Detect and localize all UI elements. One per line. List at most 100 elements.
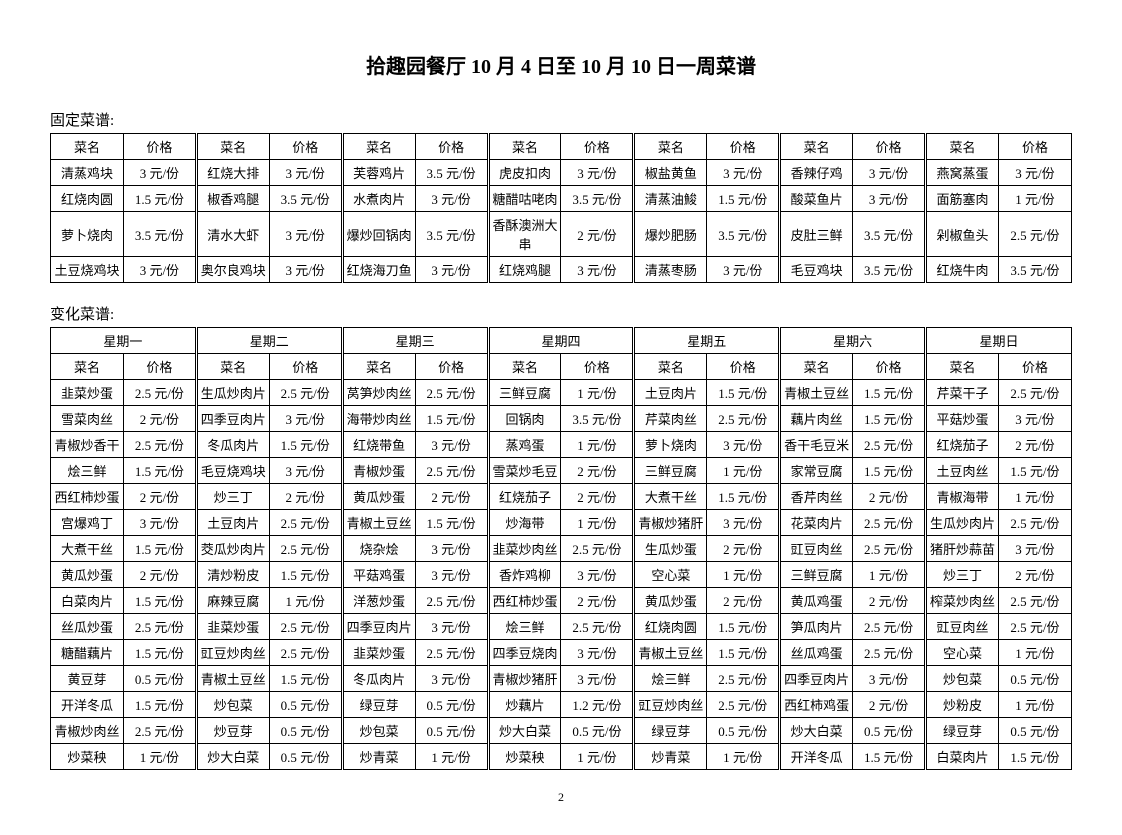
dish-price: 2.5 元/份 (269, 510, 342, 536)
col-header-name: 菜名 (488, 134, 561, 160)
table-row: 青椒炒香干2.5 元/份冬瓜肉片1.5 元/份红烧带鱼3 元/份蒸鸡蛋1 元/份… (51, 432, 1072, 458)
dish-price: 3 元/份 (707, 510, 780, 536)
dish-name: 西红柿炒蛋 (51, 484, 124, 510)
dish-price: 3.5 元/份 (853, 257, 926, 283)
table-row: 糖醋藕片1.5 元/份豇豆炒肉丝2.5 元/份韭菜炒蛋2.5 元/份四季豆烧肉3… (51, 640, 1072, 666)
dish-name: 香酥澳洲大串 (488, 212, 561, 257)
dish-name: 韭菜炒蛋 (51, 380, 124, 406)
col-header-price: 价格 (998, 354, 1071, 380)
dish-price: 3 元/份 (853, 160, 926, 186)
dish-price: 0.5 元/份 (853, 718, 926, 744)
dish-price: 1.5 元/份 (707, 186, 780, 212)
dish-price: 1.5 元/份 (123, 536, 196, 562)
dish-name: 三鲜豆腐 (634, 458, 707, 484)
col-header-name: 菜名 (342, 134, 415, 160)
dish-price: 1 元/份 (707, 744, 780, 770)
dish-price: 3 元/份 (561, 562, 634, 588)
dish-name: 藕片肉丝 (780, 406, 853, 432)
dish-name: 韭菜炒蛋 (196, 614, 269, 640)
dish-price: 0.5 元/份 (998, 718, 1071, 744)
dish-name: 回锅肉 (488, 406, 561, 432)
dish-name: 青椒土豆丝 (196, 666, 269, 692)
dish-price: 3 元/份 (123, 160, 196, 186)
dish-price: 2.5 元/份 (998, 588, 1071, 614)
dish-price: 2.5 元/份 (853, 510, 926, 536)
col-header-name: 菜名 (780, 354, 853, 380)
dish-price: 2.5 元/份 (707, 692, 780, 718)
table-row: 韭菜炒蛋2.5 元/份生瓜炒肉片2.5 元/份莴笋炒肉丝2.5 元/份三鲜豆腐1… (51, 380, 1072, 406)
dish-price: 1.5 元/份 (415, 406, 488, 432)
dish-price: 0.5 元/份 (269, 744, 342, 770)
dish-name: 爆炒回锅肉 (342, 212, 415, 257)
col-header-price: 价格 (415, 134, 488, 160)
dish-name: 黄瓜炒蛋 (51, 562, 124, 588)
dish-price: 2.5 元/份 (415, 588, 488, 614)
dish-name: 烩三鲜 (51, 458, 124, 484)
dish-name: 大煮干丝 (51, 536, 124, 562)
dish-price: 2 元/份 (998, 562, 1071, 588)
dish-name: 土豆肉片 (634, 380, 707, 406)
table-row: 烩三鲜1.5 元/份毛豆烧鸡块3 元/份青椒炒蛋2.5 元/份雪菜炒毛豆2 元/… (51, 458, 1072, 484)
dish-price: 3 元/份 (415, 562, 488, 588)
dish-name: 平菇鸡蛋 (342, 562, 415, 588)
dish-price: 1 元/份 (561, 744, 634, 770)
dish-name: 榨菜炒肉丝 (926, 588, 999, 614)
dish-name: 四季豆肉片 (196, 406, 269, 432)
dish-name: 糖醋咕咾肉 (488, 186, 561, 212)
day-header: 星期六 (780, 328, 926, 354)
dish-name: 清蒸鸡块 (51, 160, 124, 186)
dish-name: 青椒土豆丝 (634, 640, 707, 666)
dish-name: 豇豆炒肉丝 (634, 692, 707, 718)
dish-price: 2.5 元/份 (853, 536, 926, 562)
dish-price: 0.5 元/份 (123, 666, 196, 692)
table-row: 红烧肉圆1.5 元/份椒香鸡腿3.5 元/份水煮肉片3 元/份糖醋咕咾肉3.5 … (51, 186, 1072, 212)
dish-name: 绿豆芽 (634, 718, 707, 744)
dish-price: 1 元/份 (998, 484, 1071, 510)
dish-name: 烩三鲜 (634, 666, 707, 692)
dish-price: 1.5 元/份 (123, 458, 196, 484)
dish-price: 3.5 元/份 (415, 212, 488, 257)
dish-name: 香干毛豆米 (780, 432, 853, 458)
dish-name: 宫爆鸡丁 (51, 510, 124, 536)
col-header-price: 价格 (561, 134, 634, 160)
col-header-name: 菜名 (634, 354, 707, 380)
dish-price: 2 元/份 (415, 484, 488, 510)
dish-price: 2 元/份 (123, 562, 196, 588)
col-header-name: 菜名 (780, 134, 853, 160)
dish-name: 香芹肉丝 (780, 484, 853, 510)
dish-price: 2 元/份 (853, 588, 926, 614)
dish-price: 2 元/份 (561, 484, 634, 510)
dish-name: 丝瓜鸡蛋 (780, 640, 853, 666)
dish-name: 生瓜炒蛋 (634, 536, 707, 562)
dish-price: 3 元/份 (123, 510, 196, 536)
col-header-name: 菜名 (196, 134, 269, 160)
dish-price: 1.5 元/份 (998, 744, 1071, 770)
dish-price: 2.5 元/份 (415, 458, 488, 484)
dish-name: 莴笋炒肉丝 (342, 380, 415, 406)
dish-price: 1.5 元/份 (853, 458, 926, 484)
table-row: 雪菜肉丝2 元/份四季豆肉片3 元/份海带炒肉丝1.5 元/份回锅肉3.5 元/… (51, 406, 1072, 432)
dish-price: 3.5 元/份 (853, 212, 926, 257)
dish-price: 1 元/份 (707, 458, 780, 484)
table-row: 大煮干丝1.5 元/份茭瓜炒肉片2.5 元/份烧杂烩3 元/份韭菜炒肉丝2.5 … (51, 536, 1072, 562)
dish-name: 豇豆炒肉丝 (196, 640, 269, 666)
dish-name: 萝卜烧肉 (634, 432, 707, 458)
col-header-price: 价格 (123, 134, 196, 160)
dish-name: 红烧牛肉 (926, 257, 999, 283)
dish-price: 0.5 元/份 (269, 718, 342, 744)
dish-name: 土豆肉片 (196, 510, 269, 536)
dish-price: 3 元/份 (415, 666, 488, 692)
dish-name: 炒豆芽 (196, 718, 269, 744)
dish-price: 1 元/份 (853, 562, 926, 588)
dish-name: 韭菜炒肉丝 (488, 536, 561, 562)
dish-price: 2.5 元/份 (998, 510, 1071, 536)
table-row: 宫爆鸡丁3 元/份土豆肉片2.5 元/份青椒土豆丝1.5 元/份炒海带1 元/份… (51, 510, 1072, 536)
dish-price: 3 元/份 (415, 536, 488, 562)
dish-name: 剁椒鱼头 (926, 212, 999, 257)
dish-price: 2.5 元/份 (415, 640, 488, 666)
dish-price: 3.5 元/份 (561, 186, 634, 212)
dish-price: 2.5 元/份 (998, 614, 1071, 640)
col-header-name: 菜名 (196, 354, 269, 380)
col-header-price: 价格 (269, 134, 342, 160)
dish-price: 2.5 元/份 (853, 432, 926, 458)
